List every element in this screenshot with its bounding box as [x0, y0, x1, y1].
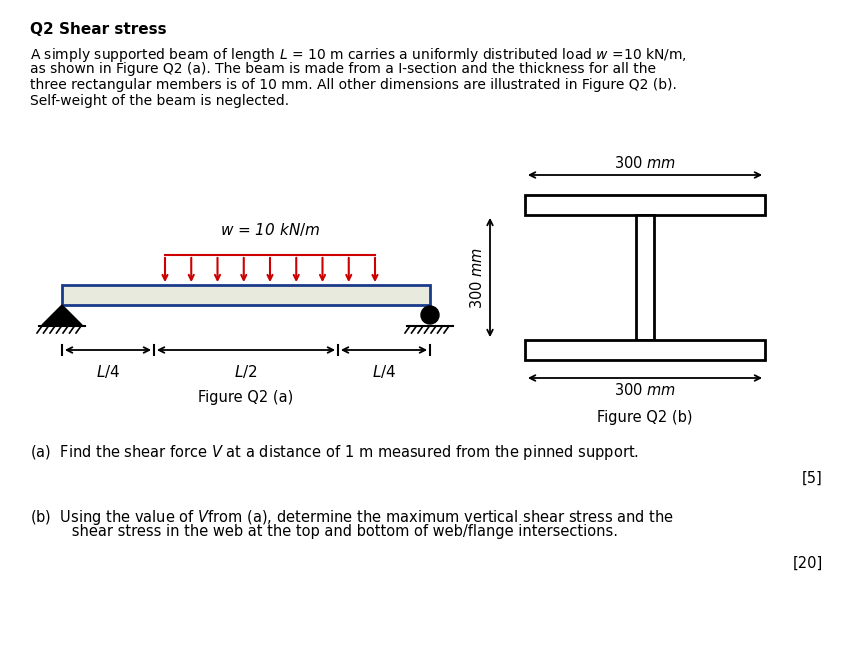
Text: $L/4$: $L/4$ — [95, 363, 120, 380]
Text: Q2 Shear stress: Q2 Shear stress — [30, 22, 166, 37]
Text: (a)  Find the shear force $V$ at a distance of 1 m measured from the pinned supp: (a) Find the shear force $V$ at a distan… — [30, 443, 638, 462]
Text: [20]: [20] — [792, 556, 822, 571]
Bar — [636, 215, 653, 340]
Text: (b)  Using the value of $V$​from (a), determine the maximum vertical shear stres: (b) Using the value of $V$​from (a), det… — [30, 508, 673, 527]
Text: Figure Q2 (b): Figure Q2 (b) — [596, 410, 692, 425]
Text: [5]: [5] — [802, 471, 822, 486]
Text: $L/2$: $L/2$ — [234, 363, 257, 380]
Bar — [524, 195, 764, 215]
Text: 300 $mm$: 300 $mm$ — [613, 155, 676, 171]
Bar — [524, 340, 764, 360]
Text: 300 $mm$: 300 $mm$ — [469, 247, 485, 308]
Text: $w$ = 10 $kN/m$: $w$ = 10 $kN/m$ — [220, 221, 320, 238]
Polygon shape — [42, 305, 82, 325]
Text: Self-weight of the beam is neglected.: Self-weight of the beam is neglected. — [30, 94, 289, 108]
Text: shear stress in the web at the top and bottom of web/flange intersections.: shear stress in the web at the top and b… — [44, 524, 618, 539]
Text: $L/4$: $L/4$ — [371, 363, 395, 380]
Text: as shown in Figure Q2 (a). The beam is made from a I-section and the thickness f: as shown in Figure Q2 (a). The beam is m… — [30, 62, 655, 76]
Text: A simply supported beam of length $L$ = 10 m carries a uniformly distributed loa: A simply supported beam of length $L$ = … — [30, 46, 686, 64]
Text: Figure Q2 (a): Figure Q2 (a) — [199, 390, 293, 405]
Circle shape — [421, 306, 439, 324]
Bar — [62, 285, 429, 305]
Text: 300 $mm$: 300 $mm$ — [613, 382, 676, 398]
Text: three rectangular members is of 10 mm. All other dimensions are illustrated in F: three rectangular members is of 10 mm. A… — [30, 78, 676, 92]
